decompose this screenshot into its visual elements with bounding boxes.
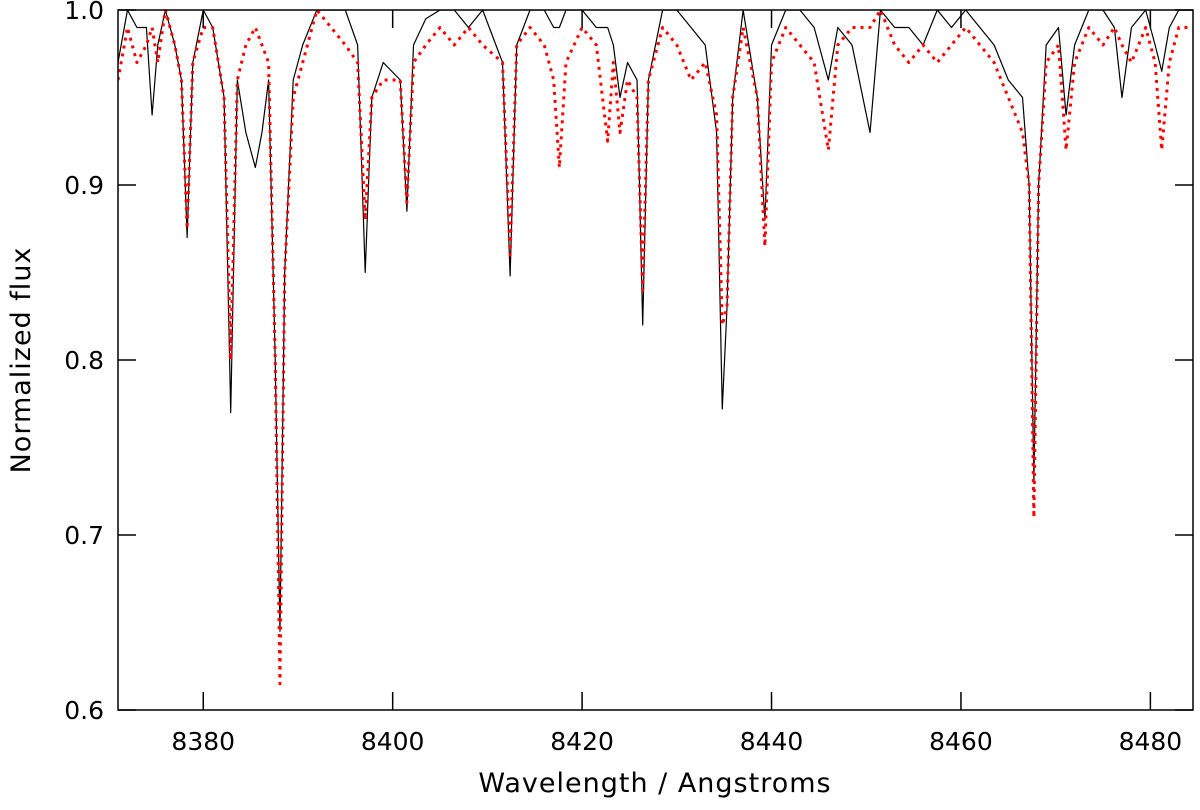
x-tick-label: 8440 <box>740 727 804 756</box>
y-tick-label: 0.6 <box>64 696 104 725</box>
x-tick-label: 8460 <box>929 727 993 756</box>
x-tick-label: 8480 <box>1119 727 1183 756</box>
y-tick-label: 0.9 <box>64 171 104 200</box>
x-axis-label: Wavelength / Angstroms <box>478 768 831 799</box>
spectrum-line <box>118 10 1193 686</box>
y-axis-label: Normalized flux <box>6 247 37 474</box>
y-tick-label: 1.0 <box>64 0 104 25</box>
x-tick-label: 8400 <box>361 727 425 756</box>
spectrum-line <box>118 10 1193 632</box>
x-tick-label: 8420 <box>550 727 614 756</box>
y-tick-label: 0.7 <box>64 521 104 550</box>
x-tick-label: 8380 <box>171 727 235 756</box>
y-tick-label: 0.8 <box>64 346 104 375</box>
plot-lines <box>118 10 1193 686</box>
